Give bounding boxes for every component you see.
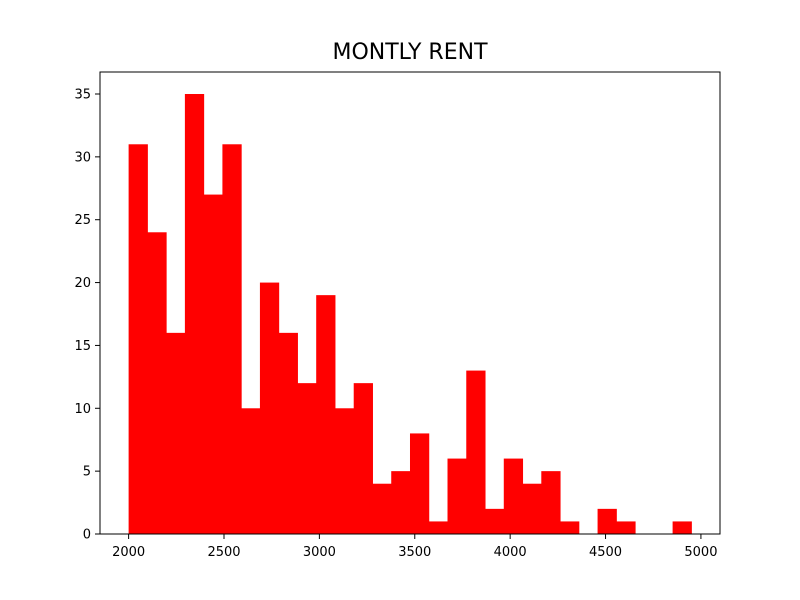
x-tick-label: 5000 (684, 545, 717, 560)
histogram-bar (128, 144, 148, 535)
histogram-bar (334, 408, 355, 534)
histogram-bar (447, 458, 467, 534)
y-tick-label: 0 (83, 528, 91, 543)
y-tick-label: 20 (74, 276, 91, 291)
histogram-bar (522, 483, 542, 534)
x-tick-label: 4500 (589, 545, 622, 560)
histogram-bar (166, 332, 186, 534)
x-tick-label: 2500 (207, 545, 240, 560)
histogram-bar (616, 521, 636, 534)
histogram-bar (485, 508, 505, 534)
plot-frame (99, 71, 721, 535)
bars-layer (128, 94, 692, 535)
y-tick-label: 10 (74, 402, 91, 417)
histogram-bar (466, 370, 486, 534)
histogram-bar (297, 383, 317, 534)
histogram-bar (372, 483, 392, 534)
histogram-bar (278, 332, 298, 534)
histogram-bar (259, 282, 280, 534)
histogram-bar (597, 508, 617, 534)
histogram-bar (409, 433, 430, 534)
x-axis: 2000 2500 3000 3500 4000 4500 5000 (112, 534, 717, 560)
histogram-bar (241, 408, 261, 534)
y-tick-label: 5 (83, 465, 91, 480)
histogram-bar (147, 232, 167, 535)
x-tick-label: 2000 (112, 545, 145, 560)
histogram-bar (672, 521, 692, 534)
x-tick-label: 4000 (494, 545, 527, 560)
histogram-bar (184, 94, 205, 534)
histogram-bar (391, 471, 411, 534)
histogram-bar (203, 194, 223, 535)
x-tick-label: 3500 (398, 545, 431, 560)
y-tick-label: 30 (74, 150, 91, 165)
histogram-bar (541, 471, 561, 534)
y-axis: 0 5 10 15 20 25 30 35 (74, 88, 100, 543)
x-tick-label: 3000 (303, 545, 336, 560)
histogram-bar (353, 383, 373, 534)
histogram-bar (503, 458, 524, 534)
histogram-bar (560, 521, 580, 534)
histogram-bar (316, 295, 336, 534)
chart-title: MONTLY RENT (332, 40, 488, 65)
histogram-bar (222, 144, 242, 535)
y-tick-label: 15 (74, 339, 91, 354)
histogram-bar (428, 521, 449, 534)
y-tick-label: 35 (74, 88, 91, 103)
y-tick-label: 25 (74, 213, 91, 228)
